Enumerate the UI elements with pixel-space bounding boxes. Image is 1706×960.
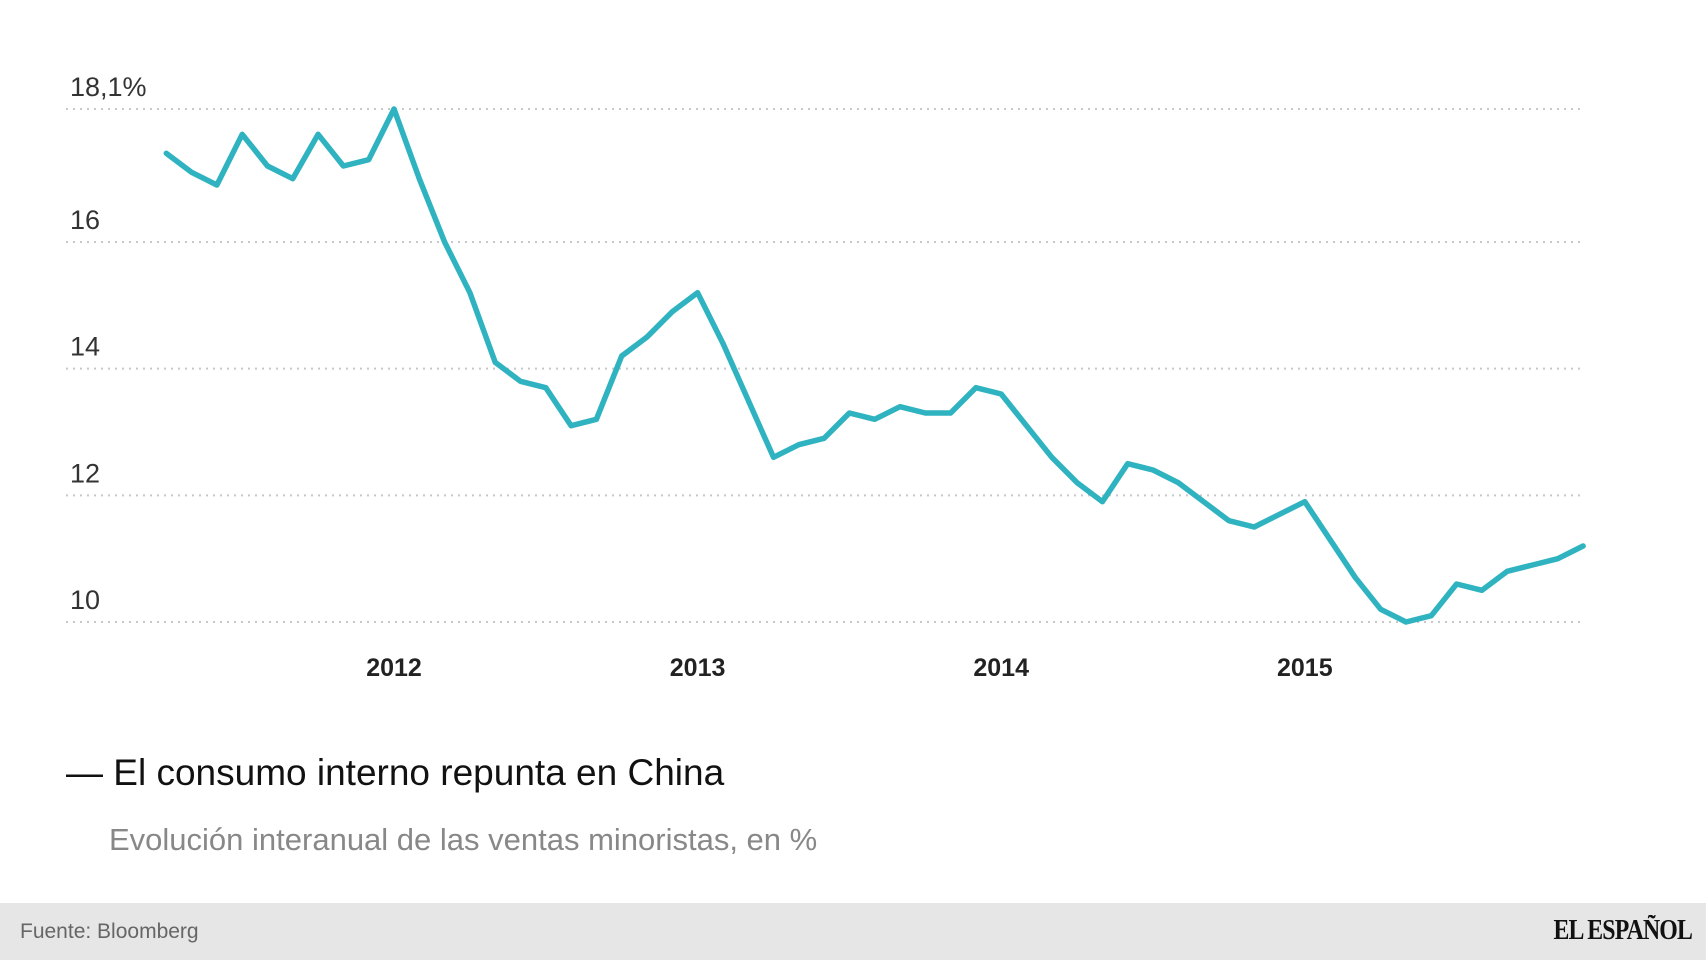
y-tick-label: 16 [70,205,100,235]
y-axis-labels: 18,1% 16 14 12 10 [70,72,147,615]
title-dash: — [66,752,114,793]
x-tick-label: 2012 [366,654,422,682]
title-text: El consumo interno repunta en China [113,752,725,793]
y-tick-label: 18,1% [70,72,147,102]
el-espanol-logo: EL ESPAÑOL [1553,915,1692,946]
source-text: Fuente: Bloomberg [20,920,199,943]
x-tick-label: 2013 [670,654,726,682]
y-tick-label: 10 [70,585,100,615]
line-chart: 18,1% 16 14 12 10 2012 2013 2014 2015 [66,72,1586,682]
x-tick-label: 2014 [973,654,1029,682]
series-retail-sales [163,106,1586,625]
chart-subtitle: Evolución interanual de las ventas minor… [109,822,818,857]
series-line [163,106,1586,625]
y-tick-label: 12 [70,458,100,488]
footer-bar: Fuente: Bloomberg EL ESPAÑOL [0,903,1706,960]
y-tick-label: 14 [70,332,100,362]
x-axis-labels: 2012 2013 2014 2015 [366,654,1333,682]
x-tick-label: 2015 [1277,654,1333,682]
chart-title: — El consumo interno repunta en China [66,752,724,794]
gridlines [66,108,1581,623]
